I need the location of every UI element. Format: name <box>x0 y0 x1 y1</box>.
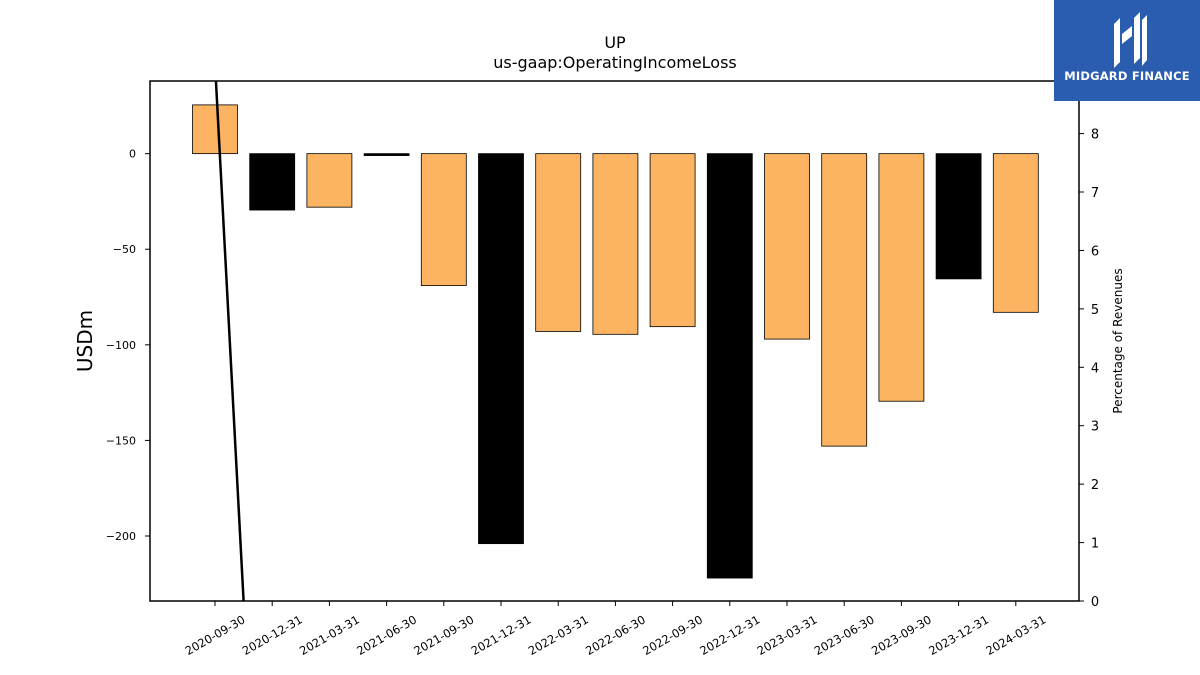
x-tick-label: 2020-09-30 <box>183 612 248 658</box>
y2-tick-label: 6 <box>1091 244 1099 259</box>
midgard-finance-logo: MIDGARD FINANCE <box>1054 0 1200 101</box>
x-tick-label: 2022-09-30 <box>640 612 705 658</box>
x-tick-label: 2022-12-31 <box>697 612 762 658</box>
y2-tick-label: 2 <box>1091 478 1099 493</box>
bar-2022-09-30 <box>649 153 696 328</box>
y2-tick-label: 7 <box>1091 186 1099 201</box>
bar-2021-06-30 <box>363 153 410 156</box>
y2-tick-label: 1 <box>1091 537 1099 552</box>
x-tick-label: 2021-06-30 <box>354 612 419 658</box>
bar-2023-03-31 <box>764 153 810 340</box>
bar-2021-09-30 <box>420 153 467 286</box>
bar-2022-03-31 <box>535 153 582 332</box>
x-tick-label: 2023-09-30 <box>869 612 934 658</box>
y-tick-label: −50 <box>113 243 136 256</box>
y-axis-label: USDm <box>73 310 97 372</box>
y-tick-label: −200 <box>106 530 136 543</box>
bar-2023-12-31 <box>935 153 982 280</box>
logo-mark-icon <box>1114 12 1147 68</box>
y2-tick-label: 3 <box>1091 420 1099 435</box>
y-tick-label: −150 <box>106 434 136 447</box>
x-tick-label: 2020-12-31 <box>240 612 305 658</box>
x-axis-ticks: 2020-09-302020-12-312021-03-312021-06-30… <box>183 601 1048 658</box>
bars-group <box>192 104 1039 579</box>
bar-2023-06-30 <box>821 153 868 447</box>
bar-2021-12-31 <box>478 153 524 545</box>
bar-2020-12-31 <box>249 153 296 211</box>
logo-text: MIDGARD FINANCE <box>1064 69 1190 83</box>
x-tick-label: 2023-12-31 <box>926 612 991 658</box>
y2-axis-label: Percentage of Revenues <box>1111 268 1125 413</box>
chart-title: UP <box>604 33 626 52</box>
x-tick-label: 2021-03-31 <box>297 612 362 658</box>
percentage-trend-line <box>214 81 245 601</box>
x-tick-label: 2022-03-31 <box>526 612 591 658</box>
y2-tick-label: 0 <box>1091 595 1099 610</box>
y2-tick-label: 8 <box>1091 128 1099 143</box>
bar-2020-09-30 <box>192 104 238 155</box>
x-tick-label: 2023-03-31 <box>755 612 820 658</box>
chart-subtitle: us-gaap:OperatingIncomeLoss <box>493 53 737 72</box>
bar-2023-09-30 <box>878 153 925 402</box>
x-tick-label: 2021-12-31 <box>469 612 534 658</box>
x-tick-label: 2022-06-30 <box>583 612 648 658</box>
bar-2022-12-31 <box>706 153 753 579</box>
trend-line-group <box>214 81 245 601</box>
x-tick-label: 2023-06-30 <box>812 612 877 658</box>
y-axis-ticks: 0 −50 −100 −150 −200 <box>106 148 150 543</box>
bar-2024-03-31 <box>992 153 1039 313</box>
y2-tick-label: 5 <box>1091 303 1099 318</box>
x-tick-label: 2024-03-31 <box>983 612 1048 658</box>
bar-2021-03-31 <box>306 153 353 208</box>
bar-2022-06-30 <box>592 153 639 335</box>
y2-axis-ticks: 0 1 2 3 4 5 6 7 8 <box>1079 128 1099 610</box>
plot-frame <box>149 80 1080 602</box>
y-tick-label: 0 <box>129 148 136 161</box>
y-tick-label: −100 <box>106 339 136 352</box>
x-tick-label: 2021-09-30 <box>411 612 476 658</box>
y2-tick-label: 4 <box>1091 361 1099 376</box>
